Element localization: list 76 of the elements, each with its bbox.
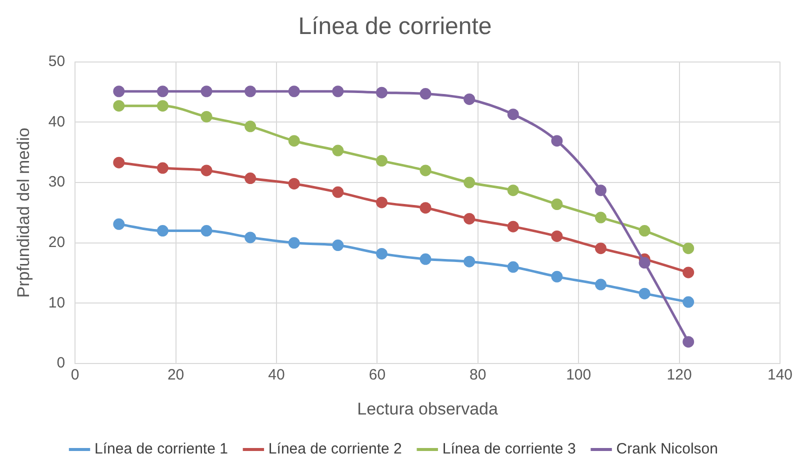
point — [156, 100, 168, 112]
point — [464, 212, 476, 224]
x-tick-label: 100 — [566, 366, 592, 384]
x-tick-label: 140 — [767, 366, 793, 384]
point — [376, 248, 388, 260]
y-tick-label: 50 — [48, 52, 66, 70]
point — [507, 108, 519, 120]
legend-label: Línea de corriente 1 — [94, 440, 228, 458]
legend-label: Línea de corriente 3 — [442, 440, 576, 458]
chart-title: Línea de corriente — [298, 13, 492, 40]
point — [244, 120, 256, 132]
point — [464, 256, 476, 268]
point — [420, 88, 432, 100]
point — [113, 218, 125, 230]
point — [244, 232, 256, 244]
point — [507, 261, 519, 273]
point — [595, 212, 606, 224]
point — [332, 86, 344, 98]
point — [113, 100, 125, 112]
point — [638, 257, 650, 269]
y-tick-label: 30 — [48, 174, 66, 191]
point — [682, 266, 694, 278]
x-tick-label: 120 — [666, 366, 692, 384]
point — [551, 230, 563, 242]
point — [551, 135, 563, 147]
point — [244, 172, 256, 184]
x-axis-title: Lectura observada — [357, 399, 498, 418]
x-tick-label: 80 — [470, 366, 486, 384]
y-tick-label: 20 — [48, 234, 66, 252]
point — [595, 184, 606, 196]
point — [332, 240, 344, 252]
legend-label: Línea de corriente 2 — [268, 440, 402, 458]
point — [682, 242, 694, 254]
point — [507, 220, 519, 232]
point — [288, 237, 300, 249]
point — [595, 278, 606, 290]
x-tick-label: 20 — [167, 366, 184, 384]
point — [156, 86, 168, 98]
legend-label: Crank Nicolson — [616, 440, 718, 458]
point — [156, 162, 168, 174]
point — [376, 196, 388, 208]
y-tick-label: 10 — [48, 294, 66, 312]
point — [507, 184, 519, 196]
point — [288, 135, 300, 147]
point — [595, 242, 606, 254]
point — [464, 93, 476, 105]
x-tick-label: 0 — [70, 366, 80, 384]
y-tick-label: 40 — [48, 113, 66, 130]
point — [376, 86, 388, 98]
point — [420, 202, 432, 214]
point — [638, 225, 650, 237]
point — [682, 296, 694, 308]
point — [376, 155, 388, 167]
point — [156, 225, 168, 237]
point — [200, 110, 212, 122]
point — [288, 178, 300, 190]
point — [332, 144, 344, 156]
point — [638, 288, 650, 300]
x-tick-label: 40 — [268, 366, 285, 384]
point — [551, 198, 563, 210]
point — [551, 270, 563, 282]
point — [420, 253, 432, 265]
point — [420, 164, 432, 176]
point — [682, 336, 694, 348]
x-tick-label: 60 — [368, 366, 386, 384]
point — [244, 86, 256, 98]
point — [464, 176, 476, 188]
point — [113, 156, 125, 168]
point — [200, 164, 212, 176]
point — [200, 225, 212, 237]
y-tick-label: 0 — [56, 354, 66, 372]
point — [288, 86, 300, 98]
point — [332, 186, 344, 198]
point — [200, 86, 212, 98]
y-axis-title: Prpfundidad del medio — [14, 128, 33, 298]
point — [113, 86, 125, 98]
